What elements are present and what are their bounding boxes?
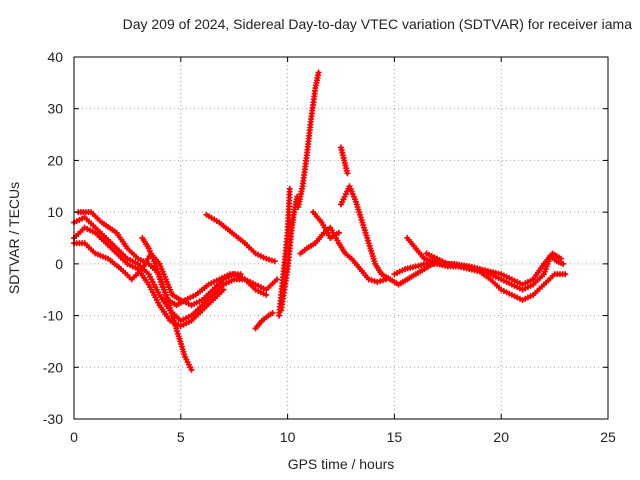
- x-tick-label: 15: [387, 429, 403, 445]
- x-tick-label: 5: [177, 429, 185, 445]
- x-tick-label: 20: [493, 429, 509, 445]
- data-point: [365, 276, 372, 283]
- x-axis-label: GPS time / hours: [287, 456, 395, 472]
- data-point: [188, 366, 195, 373]
- y-tick-label: 30: [47, 101, 63, 117]
- x-tick-label: 0: [70, 429, 78, 445]
- data-point: [266, 256, 273, 263]
- data-point: [269, 309, 276, 316]
- y-tick-label: -20: [43, 359, 63, 375]
- data-point: [421, 255, 428, 262]
- x-tick-label: 10: [280, 429, 296, 445]
- data-point: [286, 185, 293, 192]
- data-point: [263, 291, 270, 298]
- plot-frame: [73, 56, 609, 420]
- y-tick-label: 40: [47, 49, 63, 65]
- data-point: [335, 229, 342, 236]
- chart-title: Day 209 of 2024, Sidereal Day-to-day VTE…: [122, 16, 632, 32]
- data-point: [560, 260, 567, 267]
- y-tick-label: -10: [43, 308, 63, 324]
- data-point: [271, 258, 278, 265]
- data-point: [220, 286, 227, 293]
- axis-ticks: 0 5 10 15 20 25 -30 -20 -10 0 10 20 30 40: [43, 49, 616, 445]
- y-tick-label: -30: [43, 411, 63, 427]
- grid-lines: [74, 57, 608, 419]
- y-axis-label: SDTVAR / TECUs: [6, 181, 22, 295]
- data-point: [562, 271, 569, 278]
- data-point: [374, 278, 381, 285]
- data-point: [268, 257, 275, 264]
- data-point: [344, 170, 351, 177]
- data-point: [237, 271, 244, 278]
- y-tick-label: 20: [47, 152, 63, 168]
- y-tick-label: 0: [55, 256, 63, 272]
- data-point: [377, 278, 384, 285]
- data-point: [368, 277, 375, 284]
- x-tick-label: 25: [600, 429, 616, 445]
- data-point: [558, 255, 565, 262]
- data-point: [371, 278, 378, 285]
- data-point: [263, 255, 270, 262]
- data-point: [315, 69, 322, 76]
- y-tick-label: 10: [47, 204, 63, 220]
- data-series: [71, 69, 569, 373]
- data-point: [273, 276, 280, 283]
